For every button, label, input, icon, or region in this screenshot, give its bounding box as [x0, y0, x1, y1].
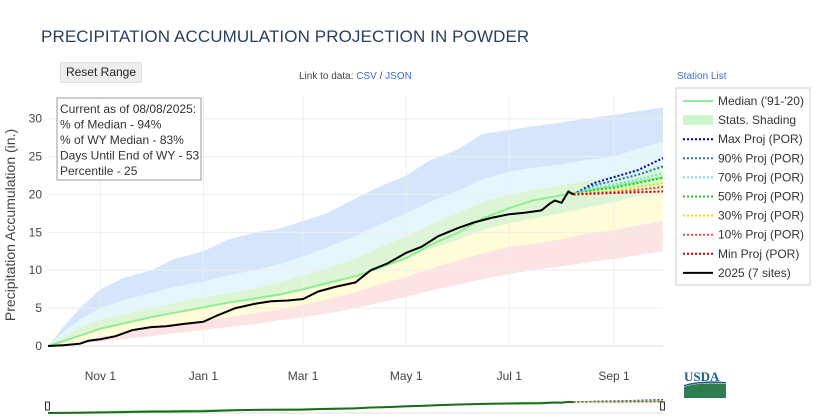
- y-tick-label: 10: [29, 263, 43, 277]
- slider-handle-left[interactable]: [45, 401, 50, 411]
- series-lines: [47, 157, 664, 347]
- data-links: Link to data: CSV / JSON: [299, 71, 412, 82]
- axes: 0 5 10 15 20 25 30 Nov 1 Jan 1 Mar 1 May 1 Jul 1 Sep…: [2, 112, 630, 383]
- info-line: % of Median - 94%: [60, 118, 162, 132]
- legend-label: Stats. Shading: [718, 113, 796, 127]
- legend-label: 90% Proj (POR): [718, 151, 804, 165]
- legend-label: 50% Proj (POR): [718, 190, 804, 204]
- legend-label: Min Proj (POR): [718, 247, 799, 261]
- link-prefix: Link to data:: [299, 71, 357, 82]
- y-tick-label: 0: [35, 339, 42, 353]
- legend-label: Median ('91-'20): [718, 94, 804, 108]
- x-tick-label: May 1: [390, 369, 423, 383]
- legend-label: 70% Proj (POR): [718, 170, 804, 184]
- info-line: Percentile - 25: [60, 164, 138, 178]
- projection-line: [573, 157, 664, 196]
- y-tick-label: 30: [29, 112, 43, 126]
- legend-swatch: [683, 115, 713, 126]
- x-tick-label: Sep 1: [598, 369, 630, 383]
- legend-label: 10% Proj (POR): [718, 228, 804, 242]
- legend-label: Max Proj (POR): [718, 132, 803, 146]
- median-line: [47, 176, 664, 347]
- chart-title: PRECIPITATION ACCUMULATION PROJECTION IN…: [41, 27, 530, 46]
- x-tick-label: Jan 1: [189, 369, 219, 383]
- y-tick-label: 20: [29, 187, 43, 201]
- x-tick-label: Nov 1: [85, 369, 117, 383]
- csv-link[interactable]: CSV: [356, 71, 377, 82]
- gridlines: [48, 96, 663, 347]
- station-list-link[interactable]: Station List: [677, 71, 727, 82]
- legend-label: 2025 (7 sites): [718, 266, 791, 280]
- projection-line: [573, 172, 664, 196]
- projection-line: [573, 190, 664, 196]
- y-tick-label: 15: [29, 225, 43, 239]
- legend-label: 30% Proj (POR): [718, 209, 804, 223]
- info-line: Current as of 08/08/2025:: [60, 102, 196, 116]
- usda-logo: USDA: [684, 369, 726, 398]
- legend[interactable]: Median ('91-'20) Stats. Shading Max Proj (…: [675, 87, 811, 286]
- info-box: Current as of 08/08/2025: % of Median - 9…: [56, 97, 202, 181]
- reset-range-button[interactable]: Reset Range: [60, 62, 142, 83]
- usda-logo-text: USDA: [684, 369, 720, 384]
- y-tick-label: 25: [29, 150, 43, 164]
- y-tick-label: 5: [35, 301, 42, 315]
- json-link[interactable]: JSON: [385, 71, 412, 82]
- link-separator: /: [376, 71, 386, 82]
- info-box-frame: [56, 97, 202, 181]
- x-tick-label: Mar 1: [288, 369, 319, 383]
- x-tick-label: Jul 1: [497, 369, 523, 383]
- slider-current-line: [47, 400, 574, 414]
- y-axis-title: Precipitation Accumulation (in.): [2, 129, 18, 321]
- info-line: Days Until End of WY - 53: [60, 149, 199, 163]
- projection-line: [573, 176, 664, 196]
- projection-line: [573, 165, 664, 196]
- current-year-line: [47, 190, 575, 347]
- slider-handle-right[interactable]: [660, 401, 665, 411]
- range-slider[interactable]: [45, 399, 665, 414]
- info-line: % of WY Median - 83%: [60, 133, 184, 147]
